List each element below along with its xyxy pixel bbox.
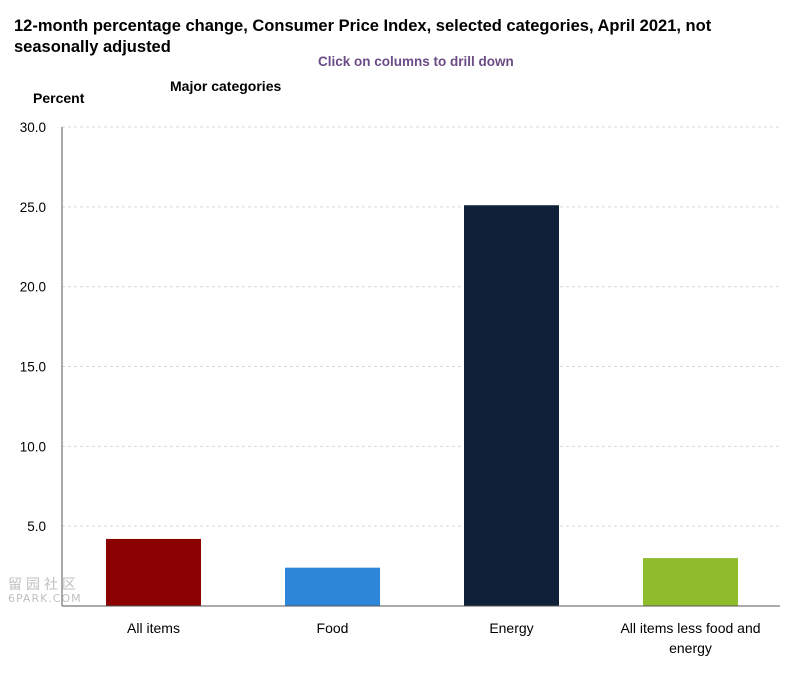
y-tick-label: 30.0 (20, 120, 46, 135)
y-axis-unit-label: Percent (33, 90, 85, 106)
gridlines (62, 126, 780, 527)
bar-energy[interactable] (464, 205, 559, 606)
site-watermark: 留园社区 6PARK.COM (8, 578, 82, 606)
x-category-label: Energy (489, 620, 533, 636)
x-category-label: energy (669, 640, 712, 656)
y-tick-label: 5.0 (27, 519, 46, 534)
x-category-label: All items less food and (620, 620, 760, 636)
y-tick-label: 15.0 (20, 360, 46, 375)
chart-title: 12-month percentage change, Consumer Pri… (14, 17, 712, 56)
bar-all-items[interactable] (106, 538, 201, 606)
category-group-heading: Major categories (170, 78, 282, 94)
y-tick-label: 10.0 (20, 439, 46, 454)
y-tick-label: 20.0 (20, 280, 46, 295)
bar-food[interactable] (285, 567, 380, 606)
x-category-label: Food (317, 620, 349, 636)
bars (106, 205, 738, 606)
bar-all-items-less-food-and-energy[interactable] (643, 558, 738, 606)
drill-down-hint: Click on columns to drill down (318, 54, 514, 69)
y-tick-label: 25.0 (20, 200, 46, 215)
watermark-line-1: 留园社区 (8, 577, 80, 593)
watermark-line-2: 6PARK.COM (8, 592, 82, 605)
x-category-label: All items (127, 620, 180, 636)
x-axis-labels: All items Food Energy All items less food a… (127, 620, 760, 656)
y-axis-ticks: 5.0 10.0 15.0 20.0 25.0 30.0 (20, 120, 46, 534)
